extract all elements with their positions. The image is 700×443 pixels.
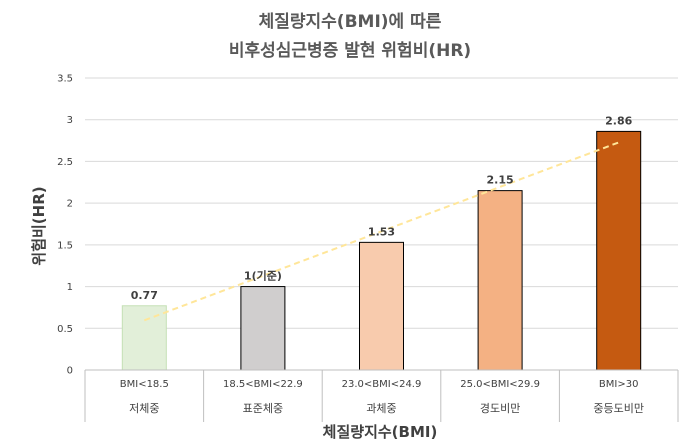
x-tick-label-range: BMI<18.5: [120, 379, 169, 390]
x-tick-label-range: 18.5<BMI<22.9: [223, 379, 303, 390]
bar: [596, 130, 642, 371]
y-tick-label: 3: [67, 115, 73, 126]
y-tick-label: 2: [67, 199, 73, 210]
x-tick-label-range: 25.0<BMI<29.9: [460, 379, 540, 390]
bar: [359, 241, 404, 371]
data-label: 1(기준): [244, 269, 282, 283]
x-tick-label-group: 표준체중: [243, 402, 283, 415]
trend-line: [143, 141, 620, 322]
x-axis: BMI<18.5 저체중 18.5<BMI<22.9 표준체중 23.0<BMI<24.…: [84, 369, 679, 422]
x-axis-title: 체질량지수(BMI): [323, 423, 438, 441]
data-label: 1.53: [368, 225, 395, 238]
chart-title-line-2: 비후성심근병증 발현 위험비(HR): [229, 40, 471, 61]
y-tick-label: 1.5: [57, 240, 73, 251]
y-tick-label: 1: [67, 282, 73, 293]
bar: [477, 190, 523, 371]
data-label: 2.86: [605, 114, 632, 127]
x-tick-label-group: 경도비만: [480, 402, 520, 415]
data-labels: 0.77 1(기준) 1.53 2.15 2.86: [131, 114, 633, 301]
chart-title-line-1: 체질량지수(BMI)에 따른: [259, 11, 442, 32]
bars: [121, 130, 642, 371]
data-label: 0.77: [131, 289, 158, 302]
x-tick-label-group: 과체중: [366, 402, 396, 415]
y-tick-label: 0: [67, 366, 73, 377]
x-tick-label-group: 중등도비만: [593, 402, 644, 415]
x-tick-label-group: 저체중: [129, 402, 159, 415]
x-tick-label-range: BMI>30: [599, 379, 639, 390]
x-tick-label-range: 23.0<BMI<24.9: [342, 379, 422, 390]
bar: [121, 305, 167, 371]
trendline: [143, 141, 620, 322]
y-tick-label: 2.5: [57, 157, 73, 168]
y-axis: 0 0.5 1 1.5 2 2.5 3 3.5: [57, 74, 73, 377]
y-tick-label: 3.5: [57, 74, 73, 85]
data-label: 2.15: [487, 174, 514, 187]
y-tick-label: 0.5: [57, 324, 73, 335]
bar: [240, 286, 286, 371]
y-axis-title: 위험비(HR): [30, 186, 48, 265]
